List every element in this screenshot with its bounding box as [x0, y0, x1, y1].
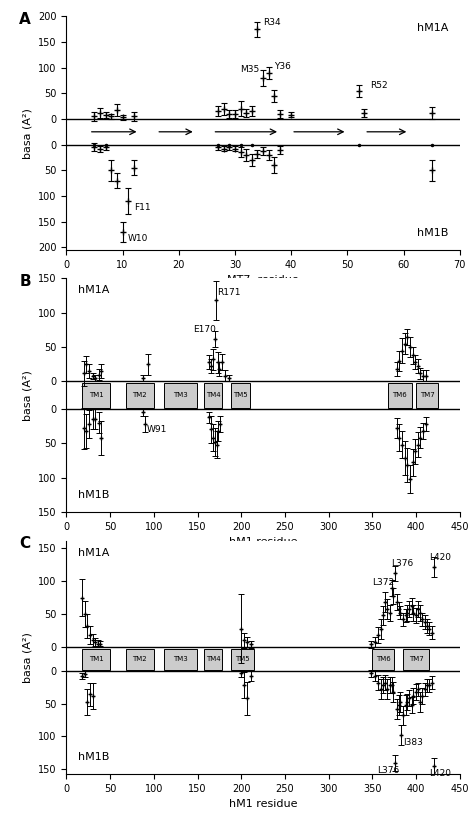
X-axis label: MT7  residue: MT7 residue [227, 275, 299, 285]
Text: C: C [19, 536, 30, 551]
Text: TM6: TM6 [376, 656, 391, 662]
Text: hM1B: hM1B [78, 491, 109, 500]
Bar [126, 649, 154, 670]
X-axis label: hM1 residue: hM1 residue [229, 537, 297, 547]
Bar [164, 383, 198, 408]
Text: F11: F11 [134, 203, 150, 212]
Text: TM5: TM5 [233, 392, 247, 398]
Text: hM1A: hM1A [78, 286, 109, 296]
Text: Y36: Y36 [274, 61, 291, 70]
Text: hM1A: hM1A [78, 548, 109, 558]
Text: TM1: TM1 [89, 656, 103, 662]
Y-axis label: basa (A²): basa (A²) [23, 369, 33, 421]
Text: A: A [19, 11, 31, 27]
Text: TM4: TM4 [206, 656, 220, 662]
Bar [82, 383, 110, 408]
Y-axis label: basa (A²): basa (A²) [23, 107, 33, 159]
Text: TM2: TM2 [133, 656, 147, 662]
Y-axis label: basa (A²): basa (A²) [23, 631, 33, 683]
Bar [388, 383, 412, 408]
Text: M35: M35 [241, 65, 260, 74]
Text: hM1A: hM1A [417, 24, 448, 34]
Bar [416, 383, 438, 408]
Bar [204, 649, 222, 670]
Text: W91: W91 [147, 425, 167, 434]
Text: R34: R34 [263, 18, 281, 27]
Text: L420: L420 [429, 769, 451, 778]
Bar [403, 649, 429, 670]
Text: B: B [19, 274, 31, 289]
Text: E170: E170 [193, 325, 216, 334]
Bar [126, 383, 154, 408]
Text: hM1B: hM1B [78, 753, 109, 762]
Text: TM1: TM1 [89, 392, 103, 398]
Text: L376: L376 [378, 766, 400, 775]
Text: L420: L420 [429, 554, 451, 563]
Text: TM6: TM6 [392, 392, 407, 398]
X-axis label: hM1 residue: hM1 residue [229, 799, 297, 809]
Text: TM3: TM3 [173, 392, 188, 398]
Bar [373, 649, 394, 670]
Text: hM1B: hM1B [417, 229, 448, 238]
Text: TM5: TM5 [235, 656, 250, 662]
Text: TM3: TM3 [173, 656, 188, 662]
Bar [82, 649, 110, 670]
Bar [164, 649, 198, 670]
Bar [231, 383, 250, 408]
Text: I383: I383 [403, 738, 423, 747]
Text: R171: R171 [218, 288, 241, 297]
Text: R52: R52 [370, 81, 387, 90]
Text: L376: L376 [391, 559, 413, 568]
Text: TM7: TM7 [409, 656, 423, 662]
Text: L372: L372 [373, 577, 394, 586]
Text: W10: W10 [128, 234, 148, 243]
Bar [231, 649, 255, 670]
Text: TM7: TM7 [419, 392, 434, 398]
Bar [204, 383, 222, 408]
Text: TM2: TM2 [133, 392, 147, 398]
Text: TM4: TM4 [206, 392, 220, 398]
